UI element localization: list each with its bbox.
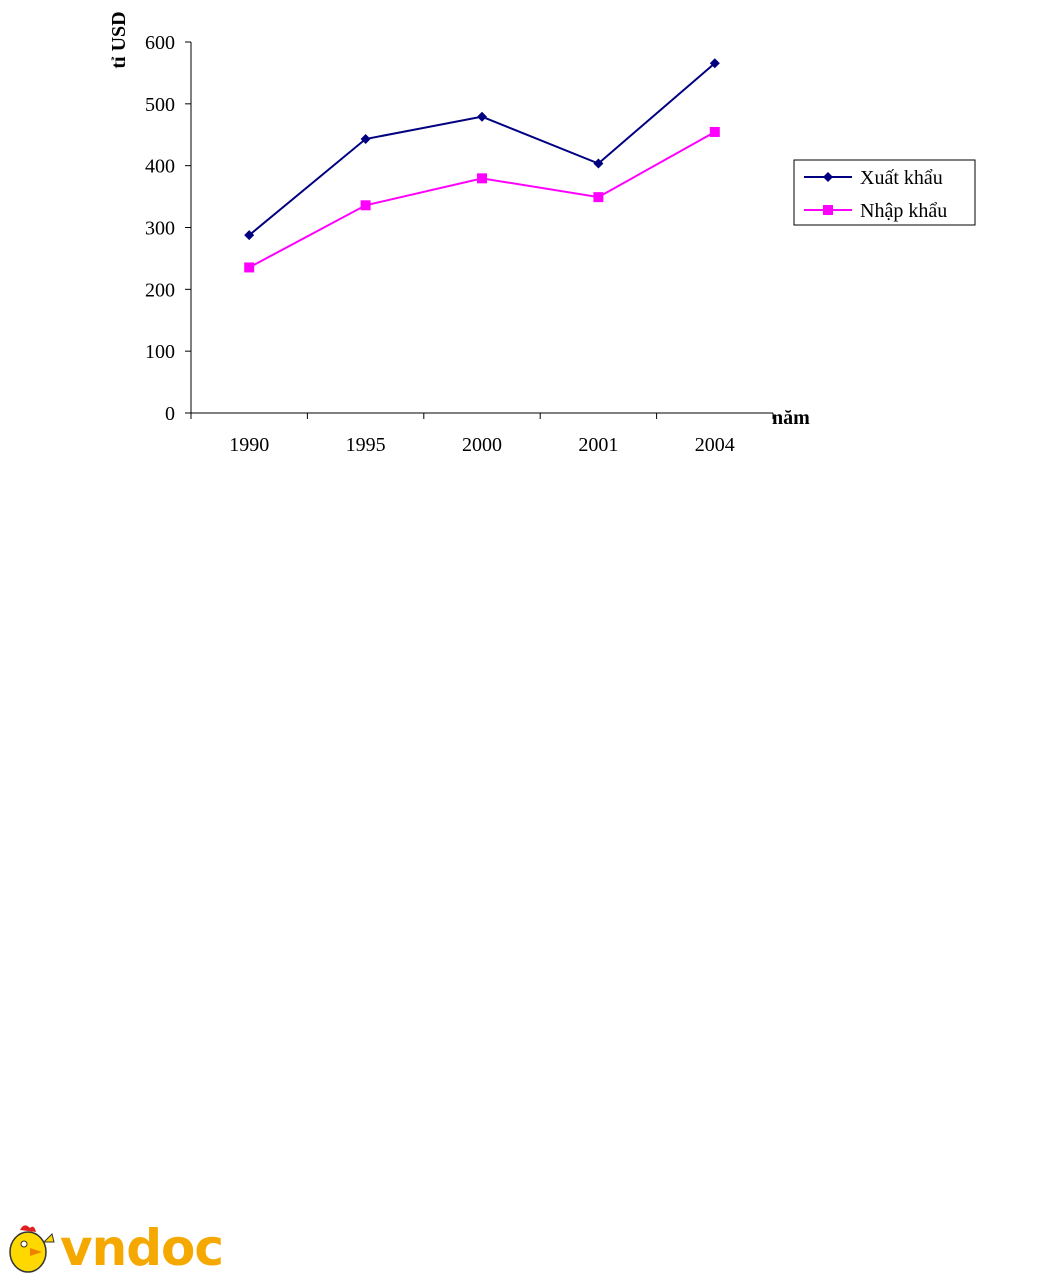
y-tick-label: 0 <box>165 403 175 425</box>
x-tick-label: 1995 <box>346 434 386 456</box>
logo-text: vndoc <box>60 1219 224 1277</box>
series-line-0 <box>248 62 716 236</box>
data-point-square <box>593 192 604 203</box>
y-axis-label: tỉ USD <box>108 11 130 68</box>
y-tick-label: 600 <box>145 32 175 54</box>
data-point-diamond <box>709 58 720 69</box>
data-point-square <box>244 262 255 273</box>
y-tick-label: 300 <box>145 218 175 240</box>
legend-label-nhap-khau: Nhập khẩu <box>860 200 947 222</box>
data-point-square <box>477 173 487 184</box>
legend-label-xuat-khau: Xuất khẩu <box>860 167 943 189</box>
y-tick-label: 400 <box>145 156 175 178</box>
series-line-1 <box>248 131 716 269</box>
data-point-diamond <box>244 230 255 241</box>
vndoc-logo: vndoc <box>4 1219 224 1277</box>
x-axis-label: năm <box>772 407 810 429</box>
legend: Xuất khẩu Nhập khẩu <box>793 159 976 226</box>
chicken-mascot-icon <box>9 1225 55 1273</box>
y-tick-label: 500 <box>145 94 175 116</box>
data-point-square <box>360 200 371 211</box>
y-tick-label: 100 <box>145 341 175 363</box>
x-tick-label: 2001 <box>578 434 618 456</box>
data-point-diamond <box>593 158 604 169</box>
x-tick-label: 1990 <box>229 434 269 456</box>
y-tick-label: 200 <box>145 279 175 301</box>
legend-square-marker <box>823 205 833 215</box>
data-point-square <box>709 126 720 137</box>
data-point-diamond <box>360 134 371 145</box>
legend-diamond-marker <box>823 172 833 182</box>
x-tick-label: 2004 <box>695 434 735 456</box>
data-point-diamond <box>477 111 487 122</box>
x-tick-label: 2000 <box>462 434 502 456</box>
